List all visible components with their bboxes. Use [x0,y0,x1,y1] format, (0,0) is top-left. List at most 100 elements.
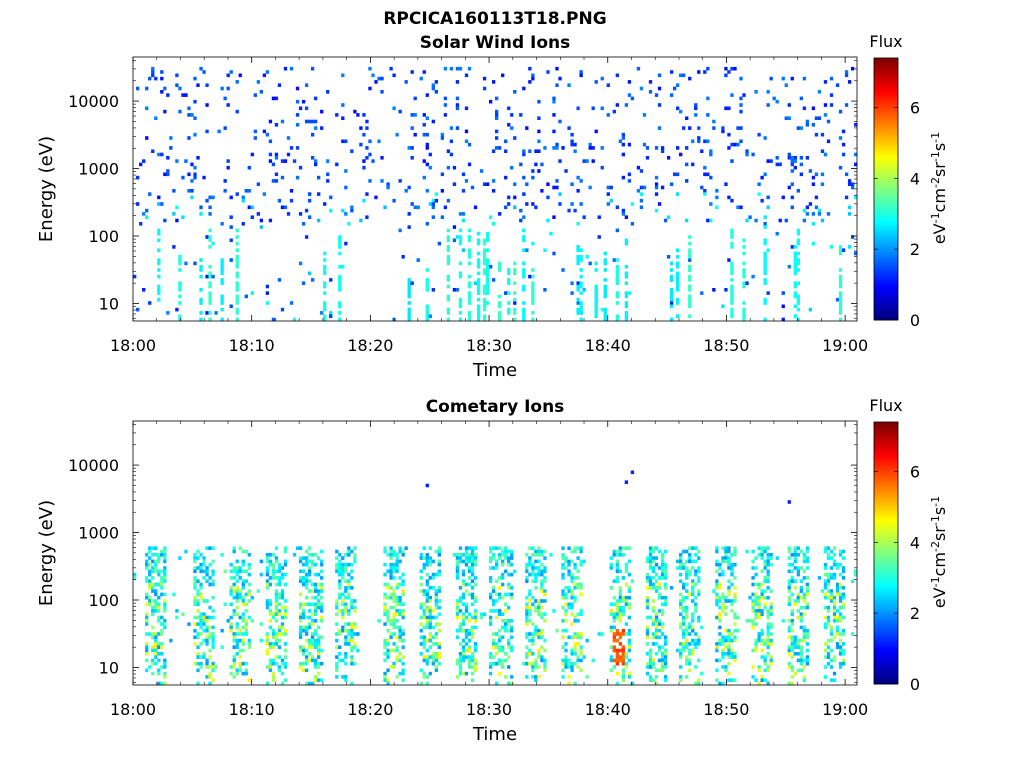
heatmap-cell [787,582,791,587]
heatmap-cell [654,572,659,577]
heatmap-cell [151,648,155,653]
heatmap-cell [317,592,321,597]
heatmap-cell [528,556,532,560]
heatmap-cell [208,274,212,279]
heatmap-cell [154,553,158,557]
heatmap-cell [350,208,354,213]
heatmap-cell [576,297,580,302]
heatmap-cell [793,671,797,676]
heatmap-cell [534,572,538,577]
heatmap-cell [407,294,411,299]
heatmap-cell [627,632,632,636]
heatmap-cell [691,615,695,620]
heatmap-cell [485,274,490,279]
heatmap-cell [202,615,206,620]
heatmap-cell [350,576,354,580]
heatmap-cell [428,612,432,616]
heatmap-cell [522,248,526,252]
heatmap-cell [458,599,463,603]
heatmap-cell [579,284,583,289]
heatmap-cell [790,648,794,653]
heatmap-cell [688,546,692,550]
heatmap-cell [232,661,236,666]
solar-wind-title: Solar Wind Ions [420,33,571,53]
heatmap-cell [561,589,565,593]
heatmap-cell [419,76,423,81]
heatmap-cell [181,175,185,180]
heatmap-cell [386,638,390,643]
heatmap-cell [335,622,339,626]
heatmap-cell [428,638,432,643]
heatmap-cell [283,605,288,610]
heatmap-cell [428,619,432,623]
heatmap-cell [853,162,858,167]
heatmap-cell [265,291,270,295]
heatmap-cell [691,612,695,616]
heatmap-cell [467,235,472,239]
heatmap-cell [317,635,321,640]
heatmap-cell [531,546,535,550]
heatmap-cell [250,619,254,623]
heatmap-cell [467,553,472,557]
heatmap-cell [461,622,466,626]
heatmap-cell [615,73,619,78]
heatmap-cell [304,668,309,673]
heatmap-cell [829,638,834,643]
heatmap-cell [570,182,574,186]
heatmap-cell [461,595,466,600]
colorbar-swatch [874,84,898,87]
heatmap-cell [537,566,541,570]
heatmap-cell [419,556,423,560]
heatmap-cell [482,182,487,186]
heatmap-cell [537,635,541,640]
colorbar-swatch [874,462,898,465]
heatmap-cell [289,146,294,150]
heatmap-cell [298,556,303,560]
heatmap-cell [525,632,529,636]
heatmap-cell [323,291,327,295]
heatmap-cell [310,635,315,640]
heatmap-cell [241,615,245,620]
heatmap-cell [718,615,722,620]
heatmap-cell [250,595,254,600]
heatmap-cell [422,625,426,630]
heatmap-cell [826,119,831,124]
heatmap-cell [401,661,405,666]
heatmap-cell [627,559,632,564]
heatmap-cell [721,605,725,610]
colorbar-swatch [874,424,898,427]
heatmap-cell [395,655,399,659]
heatmap-cell [428,615,432,620]
heatmap-cell [317,589,321,593]
colorbar-swatch [874,148,898,151]
heatmap-cell [455,80,460,84]
heatmap-cell [582,215,586,219]
heatmap-cell [470,592,475,597]
heatmap-cell [341,264,345,269]
heatmap-cell [651,635,656,640]
cometary-x-label: Time [472,724,517,745]
heatmap-cell [663,599,668,603]
heatmap-cell [437,553,441,557]
heatmap-cell [476,288,481,292]
heatmap-cell [748,215,752,219]
heatmap-cell [154,638,158,643]
heatmap-cell [437,612,441,616]
heatmap-cell [766,632,770,636]
colorbar-swatch [874,192,898,195]
heatmap-cell [217,129,221,134]
heatmap-cell [314,675,318,679]
heatmap-cell [199,665,203,669]
heatmap-cell [790,205,794,210]
heatmap-cell [835,632,840,636]
heatmap-cell [751,592,755,597]
heatmap-cell [485,278,490,282]
heatmap-cell [561,572,565,577]
heatmap-cell [259,225,264,229]
heatmap-cell [835,625,840,630]
heatmap-cell [359,126,363,130]
heatmap-cell [651,619,656,623]
heatmap-cell [380,76,384,81]
heatmap-cell [344,579,348,583]
heatmap-cell [431,642,435,646]
